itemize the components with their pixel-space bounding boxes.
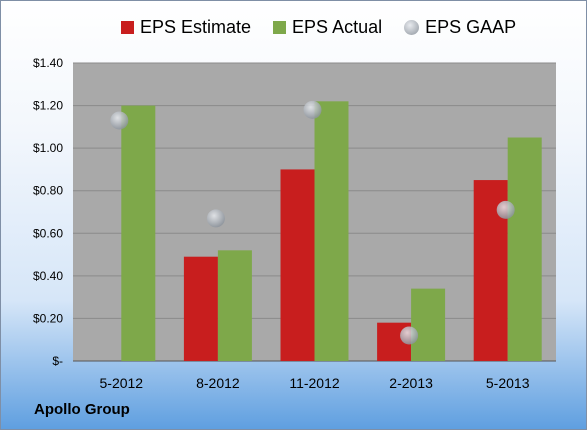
y-tick-label: $0.20 [33,311,63,325]
bar-actual [507,137,542,361]
marker-gaap [206,209,225,228]
legend-item-estimate: EPS Estimate [121,17,251,38]
legend-swatch-gaap [404,20,420,35]
x-tick-label: 8-2012 [196,375,240,391]
legend-label-estimate: EPS Estimate [140,17,252,37]
marker-gaap [400,326,419,345]
legend-label-gaap: EPS GAAP [425,17,517,37]
legend-swatch-estimate [121,21,134,34]
y-tick-label: $1.00 [33,141,63,155]
legend-item-actual: EPS Actual [273,17,382,38]
legend-swatch-actual [273,21,287,34]
bar-estimate [183,256,218,361]
y-tick-label: $0.60 [33,226,63,240]
x-tick-label: 5-2012 [100,375,144,391]
y-tick-label: $- [52,354,63,368]
bar-actual [121,105,156,361]
y-tick-label: $1.20 [33,99,63,113]
bar-actual [314,101,349,362]
x-tick-label: 2-2013 [389,375,433,391]
y-tick-label: $0.40 [33,269,63,283]
marker-gaap [110,111,129,130]
y-tick-label: $0.80 [33,184,63,198]
x-tick-label: 11-2012 [289,375,340,391]
marker-gaap [303,100,322,119]
legend-item-gaap: EPS GAAP [404,17,516,38]
bar-actual [217,250,252,361]
y-tick-label: $1.40 [33,56,63,70]
legend-label-actual: EPS Actual [292,17,383,37]
company-name: Apollo Group [34,401,130,418]
marker-gaap [496,200,515,219]
bar-estimate [280,169,315,361]
x-tick-label: 5-2013 [486,375,530,391]
legend: EPS Estimate EPS Actual EPS GAAP [121,17,538,38]
bar-actual [411,288,446,361]
